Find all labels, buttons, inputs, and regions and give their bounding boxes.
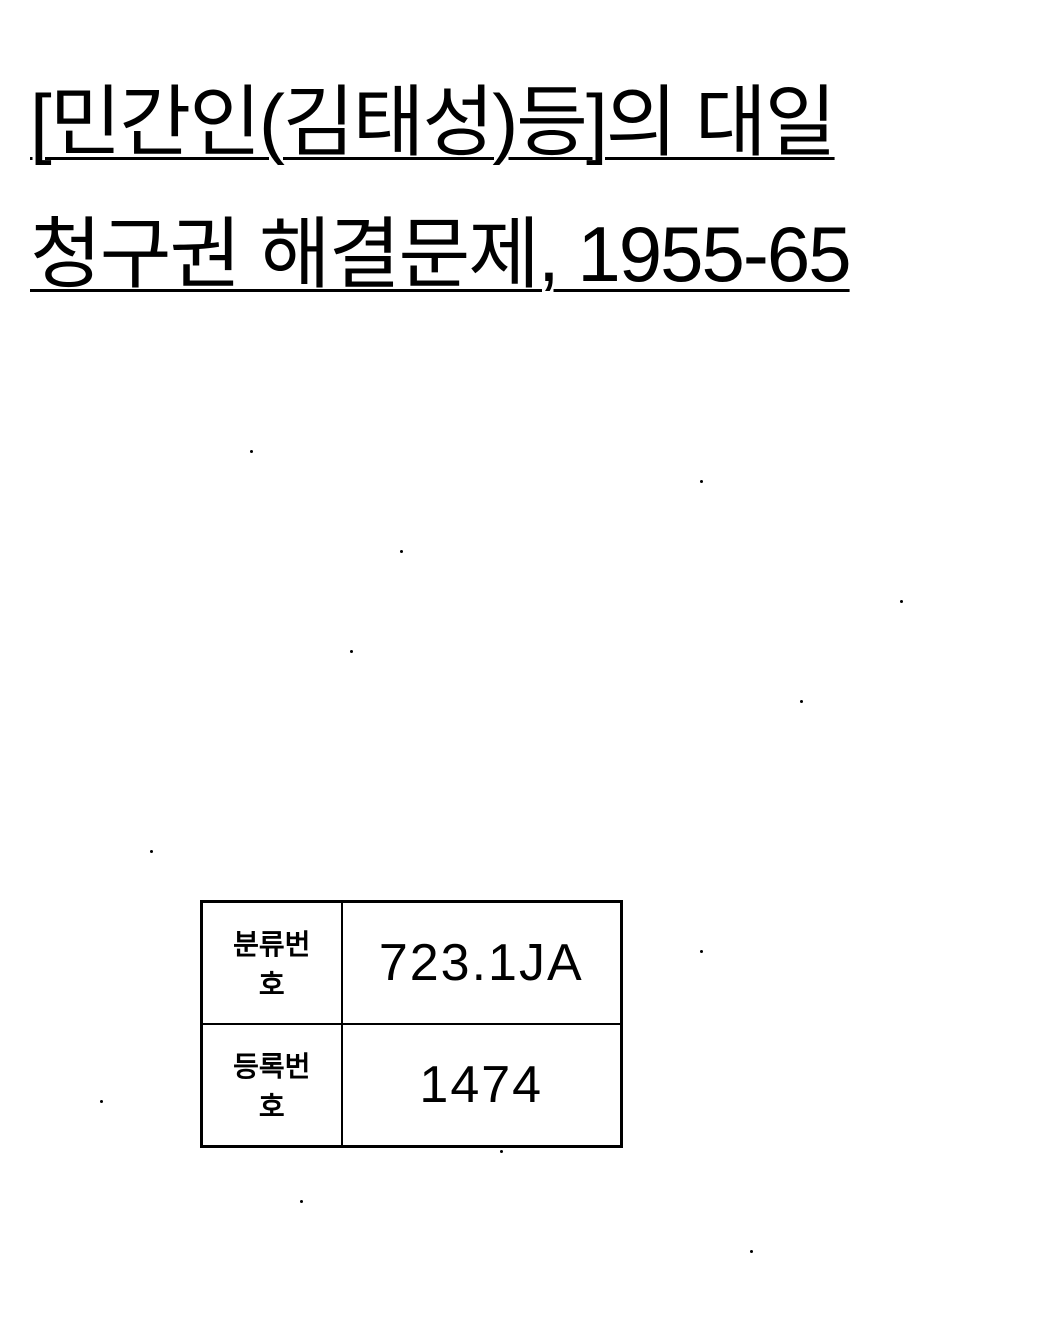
scan-artifact [800,700,803,703]
table-row: 등록번호 1474 [202,1024,622,1147]
scan-artifact [300,1200,303,1203]
document-title: [민간인(김태성)등]의 대일 청구권 해결문제, 1955-65 [30,60,1024,304]
scan-artifact [700,480,703,483]
table-row: 분류번호 723.1JA [202,902,622,1025]
classification-table: 분류번호 723.1JA 등록번호 1474 [200,900,623,1148]
title-line-2: 청구권 해결문제, 1955-65 [30,192,1024,304]
scan-artifact [750,1250,753,1253]
scan-artifact [350,650,353,653]
classification-number-label: 분류번호 [202,902,342,1025]
scan-artifact [900,600,903,603]
scan-artifact [400,550,403,553]
registration-number-value: 1474 [342,1024,622,1147]
scan-artifact [700,950,703,953]
scan-artifact [150,850,153,853]
scan-artifact [500,1150,503,1153]
classification-number-value: 723.1JA [342,902,622,1025]
scan-artifact [100,1100,103,1103]
scan-artifact [250,450,253,453]
registration-number-label: 등록번호 [202,1024,342,1147]
title-line-1: [민간인(김태성)등]의 대일 [30,60,1024,172]
